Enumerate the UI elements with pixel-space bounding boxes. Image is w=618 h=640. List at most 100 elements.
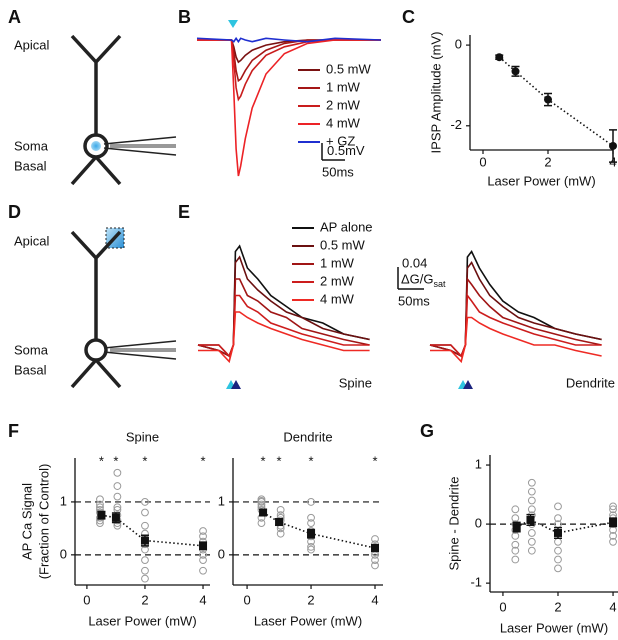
x-tick-label: 0 xyxy=(83,592,90,607)
mean-marker xyxy=(553,528,562,537)
cell-point xyxy=(511,546,520,555)
significance-star: * xyxy=(113,453,118,468)
panel-label: B xyxy=(178,7,191,27)
significance-star: * xyxy=(261,453,266,468)
mean-marker xyxy=(371,543,380,552)
cell-point xyxy=(141,508,149,517)
trace xyxy=(430,316,602,364)
cell-point xyxy=(307,513,315,522)
cell-point xyxy=(96,519,104,527)
cell-point xyxy=(257,498,266,506)
mean-marker xyxy=(259,508,268,517)
significance-star: * xyxy=(277,453,282,468)
mean-line xyxy=(498,56,614,147)
cell-point xyxy=(257,519,266,527)
mean-marker xyxy=(544,95,552,104)
mean-line xyxy=(101,514,204,547)
mean-marker xyxy=(199,541,208,550)
y-tick-label: 0 xyxy=(475,516,482,531)
cell-point xyxy=(609,532,617,540)
trace xyxy=(198,294,370,358)
x-tick-label: 2 xyxy=(307,592,314,607)
cell-point xyxy=(511,555,520,564)
y-tick-label: 0 xyxy=(218,546,225,561)
mean-marker xyxy=(495,53,504,62)
trace xyxy=(198,311,370,364)
cell-point xyxy=(371,561,379,570)
cell-point xyxy=(141,498,149,506)
stimulus-marker xyxy=(228,20,238,28)
stimulus-marker xyxy=(231,380,241,389)
mean-line xyxy=(262,511,376,549)
legend-label: 2 mW xyxy=(326,97,361,112)
mean-marker xyxy=(275,518,284,527)
cell-point xyxy=(554,514,562,523)
cell-point xyxy=(113,503,122,512)
cell-point xyxy=(276,529,285,538)
cell-point xyxy=(609,537,617,546)
cell-point xyxy=(554,546,562,555)
significance-star: * xyxy=(99,453,104,468)
panel-title: Dendrite xyxy=(566,375,615,390)
cell-point xyxy=(113,468,122,477)
y-axis-label: Spine - Dendrite xyxy=(446,477,461,571)
cell-point xyxy=(527,546,536,555)
x-tick-label: 0 xyxy=(499,599,506,614)
x-axis-label: Laser Power (mW) xyxy=(487,173,595,188)
mean-marker xyxy=(512,523,521,532)
scale-label-y: 0.5mV xyxy=(327,143,365,158)
scale-unit-sub: sat xyxy=(434,279,447,289)
panel-label: A xyxy=(8,7,21,27)
diagram-label: Soma xyxy=(14,342,49,357)
significance-star: * xyxy=(201,453,206,468)
legend-label: 1 mW xyxy=(326,79,361,94)
cell-point xyxy=(141,521,149,530)
diagram-label: Apical xyxy=(14,233,50,248)
y-tick-label: -1 xyxy=(470,575,482,590)
y-tick-label: 1 xyxy=(60,493,67,508)
cell-point xyxy=(141,566,149,575)
cell-point xyxy=(257,500,266,509)
trace xyxy=(196,36,382,44)
mean-marker xyxy=(609,518,618,527)
cell-point xyxy=(371,556,379,565)
mean-marker xyxy=(97,511,106,520)
legend-label: AP alone xyxy=(320,219,373,234)
x-tick-label: 4 xyxy=(609,599,616,614)
x-axis-label: Laser Power (mW) xyxy=(500,620,608,635)
x-tick-label: 2 xyxy=(141,592,148,607)
cell-point xyxy=(113,492,122,501)
mean-marker xyxy=(111,513,120,522)
mean-marker xyxy=(307,529,316,538)
y-tick-label: 1 xyxy=(475,456,482,471)
cell-point xyxy=(554,555,562,564)
x-tick-label: 2 xyxy=(544,154,551,169)
x-tick-label: 0 xyxy=(479,154,486,169)
legend-label: 4 mW xyxy=(326,115,361,130)
y-axis-label: (Fraction of Control) xyxy=(36,464,51,580)
x-tick-label: 2 xyxy=(554,599,561,614)
cell-point xyxy=(527,487,536,496)
diagram-label: Basal xyxy=(14,158,47,173)
y-axis-label: IPSP Amplitude (mV) xyxy=(428,32,443,154)
cell-point xyxy=(527,537,536,546)
stimulus-marker xyxy=(463,380,473,389)
cell-point xyxy=(199,556,207,565)
scale-label-y: 0.04 xyxy=(402,255,427,270)
cell-point xyxy=(527,478,536,487)
legend-label: + GZ xyxy=(326,133,355,148)
cell-point xyxy=(511,540,520,549)
cell-point xyxy=(96,500,104,509)
panel-label: E xyxy=(178,202,190,222)
neuron-diagram xyxy=(70,34,177,186)
cell-point xyxy=(554,564,562,573)
cell-point xyxy=(609,505,617,514)
cell-point xyxy=(141,556,149,565)
panel-label: C xyxy=(402,7,415,27)
panel-label: D xyxy=(8,202,21,222)
neuron-diagram xyxy=(70,227,177,389)
cell-point xyxy=(141,574,149,583)
panel-title: Spine xyxy=(339,375,372,390)
